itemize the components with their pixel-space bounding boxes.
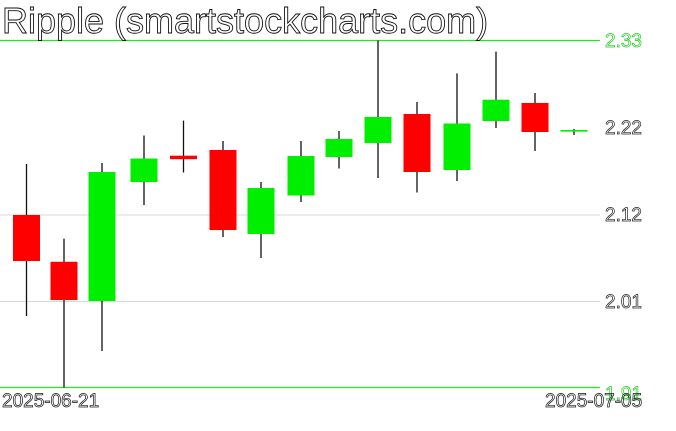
svg-text:2.12: 2.12 xyxy=(605,205,642,226)
svg-text:2025-06-21: 2025-06-21 xyxy=(2,391,99,412)
svg-text:Ripple (smartstockcharts.com): Ripple (smartstockcharts.com) xyxy=(2,0,488,41)
svg-text:2.01: 2.01 xyxy=(605,292,642,313)
svg-text:2.33: 2.33 xyxy=(605,31,642,52)
svg-text:2025-07-05: 2025-07-05 xyxy=(545,391,642,412)
svg-text:2.22: 2.22 xyxy=(605,118,642,139)
